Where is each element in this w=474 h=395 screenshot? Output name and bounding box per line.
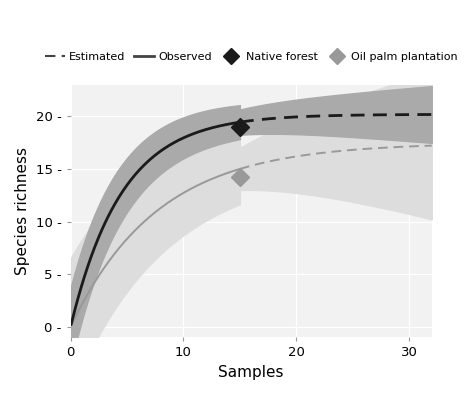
Y-axis label: Species richness: Species richness — [15, 147, 30, 275]
Legend: Estimated, Observed, Native forest, Oil palm plantation: Estimated, Observed, Native forest, Oil … — [40, 47, 462, 66]
X-axis label: Samples: Samples — [219, 365, 284, 380]
